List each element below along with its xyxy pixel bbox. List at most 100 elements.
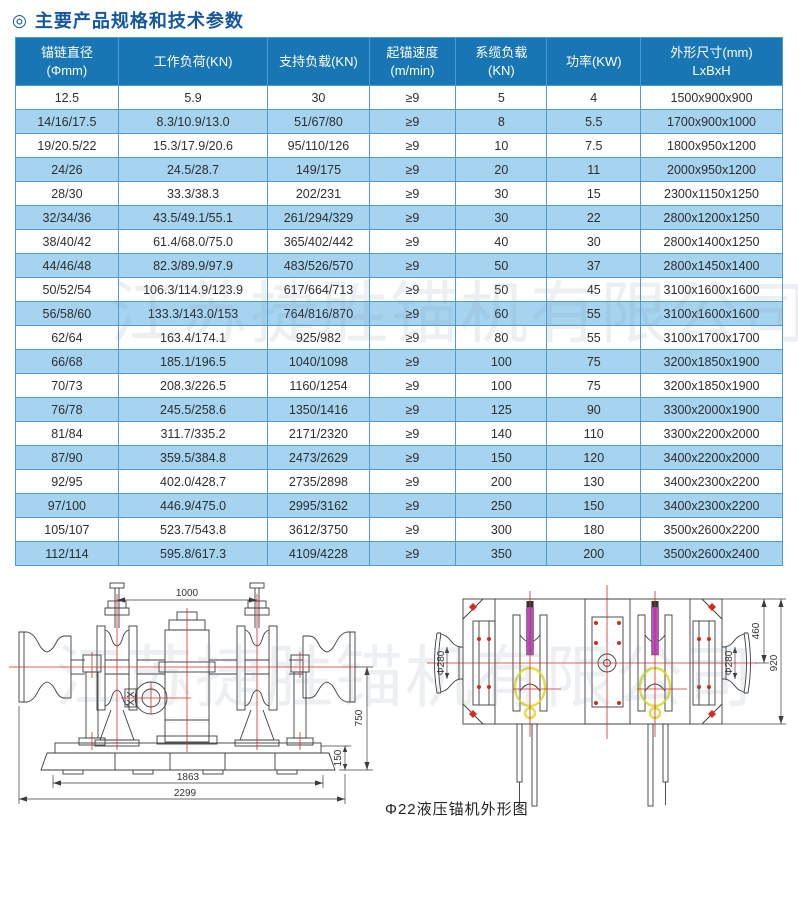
table-row: 44/46/48 82.3/89.9/97.9 483/526/570 ≥9 50 37 2… (15, 253, 783, 278)
table-row: 28/30 33.3/38.3 202/231 ≥9 30 15 2300x1150x125… (15, 181, 783, 206)
top-view-linework (434, 598, 751, 807)
table-cell: 44/46/48 (15, 253, 119, 278)
table-cell: 2800x1400x1250 (640, 229, 783, 254)
dim-label-920: 920 (769, 654, 780, 671)
table-cell: 112/114 (15, 541, 119, 566)
table-row: 50/52/54 106.3/114.9/123.9 617/664/713 ≥9 50… (15, 277, 783, 302)
table-cell: 446.9/475.0 (117, 493, 269, 518)
table-cell: 100 (455, 349, 548, 374)
table-cell: 3200x1850x1900 (640, 349, 783, 374)
table-cell: 5.9 (117, 85, 269, 110)
table-row: 38/40/42 61.4/68.0/75.0 365/402/442 ≥9 40 30 2… (15, 229, 783, 254)
table-cell: 617/664/713 (267, 277, 370, 302)
dim-label-1000: 1000 (176, 588, 199, 599)
table-cell: 365/402/442 (267, 229, 370, 254)
table-cell: 24/26 (15, 157, 119, 182)
column-header: 系缆负载 (KN) (455, 37, 548, 86)
table-cell: 66/68 (15, 349, 119, 374)
table-cell: 202/231 (267, 181, 370, 206)
table-cell: 3300x2200x2000 (640, 421, 783, 446)
table-cell: 2735/2898 (267, 469, 370, 494)
table-cell: 2300x1150x1250 (640, 181, 783, 206)
column-header: 工作负荷(KN) (117, 37, 269, 86)
dim-label-150: 150 (333, 749, 344, 766)
table-cell: ≥9 (368, 133, 457, 158)
brake-spindles (526, 601, 659, 656)
spec-table-body: 12.5 5.9 30 ≥9 5 4 1500x900x900 14/16/17.5 8.3/1… (15, 85, 783, 566)
table-cell: 2995/3162 (267, 493, 370, 518)
table-cell: 50 (455, 253, 548, 278)
table-row: 81/84 311.7/335.2 2171/2320 ≥9 140 110 3300x22… (15, 421, 783, 446)
table-cell: 200 (546, 541, 642, 566)
table-cell: 523.7/543.8 (117, 517, 269, 542)
table-cell: ≥9 (368, 469, 457, 494)
table-cell: 12.5 (15, 85, 119, 110)
table-cell: 87/90 (15, 445, 119, 470)
table-cell: 8.3/10.9/13.0 (117, 109, 269, 134)
table-cell: 56/58/60 (15, 301, 119, 326)
table-cell: 3200x1850x1900 (640, 373, 783, 398)
table-row: 92/95 402.0/428.7 2735/2898 ≥9 200 130 3400x23… (15, 469, 783, 494)
table-cell: 149/175 (267, 157, 370, 182)
table-cell: 76/78 (15, 397, 119, 422)
table-cell: 3400x2300x2200 (640, 493, 783, 518)
table-cell: ≥9 (368, 109, 457, 134)
table-row: 19/20.5/22 15.3/17.9/20.6 95/110/126 ≥9 10 7.… (15, 133, 783, 158)
table-cell: 55 (546, 325, 642, 350)
column-header: 外形尺寸(mm) LxBxH (640, 37, 783, 86)
windlass-top-view-drawing: Φ280 Φ280 460 920 (427, 585, 786, 807)
table-cell: 20 (455, 157, 548, 182)
table-cell: 1500x900x900 (640, 85, 783, 110)
table-cell: 350 (455, 541, 548, 566)
table-cell: ≥9 (368, 493, 457, 518)
top-view-centerlines (427, 585, 757, 739)
table-cell: 245.5/258.6 (117, 397, 269, 422)
page-header: ◎ 主要产品规格和技术参数 (12, 7, 244, 33)
table-cell: 14/16/17.5 (15, 109, 119, 134)
spec-table: 锚链直径 (Φmm) 工作负荷(KN) 支持负载(KN) 起锚速度 (m/min) 系缆… (15, 37, 783, 566)
spec-table-head: 锚链直径 (Φmm) 工作负荷(KN) 支持负载(KN) 起锚速度 (m/min) 系缆… (15, 37, 783, 86)
table-cell: 130 (546, 469, 642, 494)
table-cell: 200 (455, 469, 548, 494)
table-cell: ≥9 (368, 517, 457, 542)
column-header: 起锚速度 (m/min) (368, 37, 457, 86)
table-cell: ≥9 (368, 373, 457, 398)
table-cell: 50 (455, 277, 548, 302)
table-row: 87/90 359.5/384.8 2473/2629 ≥9 150 120 3400x22… (15, 445, 783, 470)
table-row: 97/100 446.9/475.0 2995/3162 ≥9 250 150 3400x2… (15, 493, 783, 518)
column-header: 功率(KW) (546, 37, 642, 86)
table-cell: 1800x950x1200 (640, 133, 783, 158)
table-cell: 1700x900x1000 (640, 109, 783, 134)
section-bullet-icon: ◎ (12, 10, 27, 30)
table-cell: 32/34/36 (15, 205, 119, 230)
table-cell: 30 (455, 181, 548, 206)
table-cell: 81/84 (15, 421, 119, 446)
table-cell: 10 (455, 133, 548, 158)
table-cell: 70/73 (15, 373, 119, 398)
table-cell: 15.3/17.9/20.6 (117, 133, 269, 158)
table-cell: 90 (546, 397, 642, 422)
table-cell: 28/30 (15, 181, 119, 206)
table-row: 56/58/60 133.3/143.0/153 764/816/870 ≥9 60 55… (15, 301, 783, 326)
table-cell: 359.5/384.8 (117, 445, 269, 470)
column-header: 锚链直径 (Φmm) (15, 37, 119, 86)
table-cell: 80 (455, 325, 548, 350)
table-cell: 1350/1416 (267, 397, 370, 422)
table-cell: 61.4/68.0/75.0 (117, 229, 269, 254)
table-cell: 595.8/617.3 (117, 541, 269, 566)
table-cell: 105/107 (15, 517, 119, 542)
table-cell: 1160/1254 (267, 373, 370, 398)
table-row: 32/34/36 43.5/49.1/55.1 261/294/329 ≥9 30 22 2… (15, 205, 783, 230)
table-row: 12.5 5.9 30 ≥9 5 4 1500x900x900 (15, 85, 783, 110)
table-cell: 140 (455, 421, 548, 446)
table-cell: 133.3/143.0/153 (117, 301, 269, 326)
table-cell: 62/64 (15, 325, 119, 350)
chain-pocket-highlights (513, 666, 672, 720)
table-cell: 110 (546, 421, 642, 446)
page-title: 主要产品规格和技术参数 (34, 11, 244, 31)
table-cell: 150 (455, 445, 548, 470)
table-cell: 300 (455, 517, 548, 542)
table-row: 105/107 523.7/543.8 3612/3750 ≥9 300 180 3500x… (15, 517, 783, 542)
table-cell: 97/100 (15, 493, 119, 518)
